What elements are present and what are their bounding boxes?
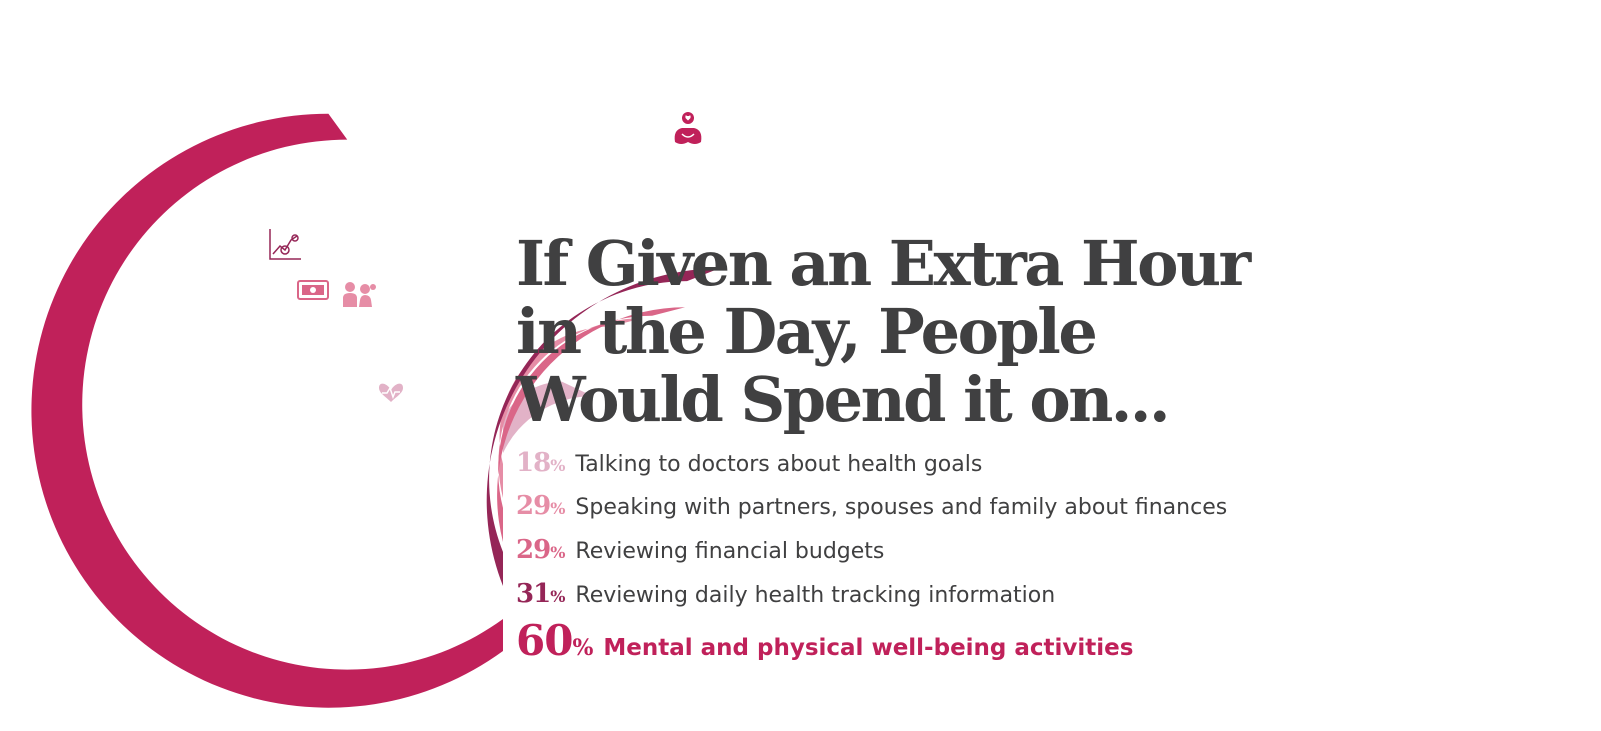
radial-bar-3 xyxy=(497,307,686,542)
title-line: in the Day, People xyxy=(516,295,1098,368)
title-line: Would Spend it on... xyxy=(516,363,1171,436)
arc-group xyxy=(31,113,719,708)
stat-percentage: 31 xyxy=(516,579,551,609)
stat-label: Reviewing daily health tracking informat… xyxy=(575,583,1056,608)
stat-percent-sign: % xyxy=(550,587,566,606)
icon-group xyxy=(269,112,702,402)
title-line: If Given an Extra Hour xyxy=(516,227,1251,300)
stat-row-highlight: 60 % Mental and physical well-being acti… xyxy=(516,616,1133,665)
stat-label: Talking to doctors about health goals xyxy=(575,452,983,477)
stat-row: 29 % Reviewing financial budgets xyxy=(516,535,884,565)
stat-label: Mental and physical well-being activitie… xyxy=(603,635,1134,661)
family-icon xyxy=(343,282,376,307)
radial-bar-5 xyxy=(31,113,504,708)
chart-title: If Given an Extra Hour in the Day, Peopl… xyxy=(516,230,1276,434)
radial-bar-2 xyxy=(498,318,643,498)
stat-row: 18 % Talking to doctors about health goa… xyxy=(516,448,982,478)
stat-percent-sign: % xyxy=(550,456,566,475)
heart-pulse-icon xyxy=(379,383,403,402)
health-chart-icon xyxy=(269,229,301,260)
radial-bar-1 xyxy=(503,381,593,453)
stat-percent-sign: % xyxy=(550,499,566,518)
stat-row: 31 % Reviewing daily health tracking inf… xyxy=(516,579,1055,609)
stat-label: Reviewing financial budgets xyxy=(575,539,885,564)
stat-percentage: 18 xyxy=(516,448,551,478)
stat-percentage: 60 xyxy=(516,616,573,665)
stat-percentage: 29 xyxy=(516,535,551,565)
stat-row: 29 % Speaking with partners, spouses and… xyxy=(516,491,1227,521)
stat-percentage: 29 xyxy=(516,491,551,521)
stat-percent-sign: % xyxy=(572,635,594,661)
meditation-icon xyxy=(674,112,702,144)
stat-label: Speaking with partners, spouses and fami… xyxy=(575,495,1228,520)
money-icon xyxy=(297,280,329,300)
stat-percent-sign: % xyxy=(550,543,566,562)
